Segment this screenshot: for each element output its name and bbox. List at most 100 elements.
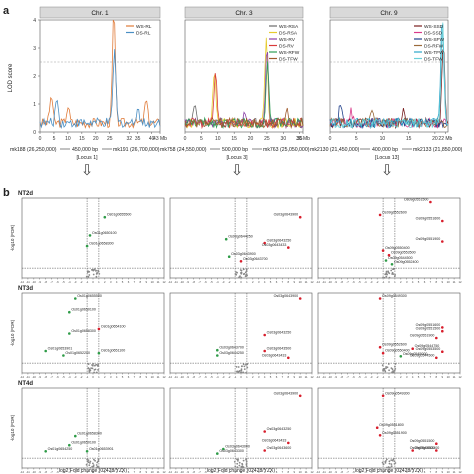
gene-point bbox=[378, 297, 382, 300]
gene-label: Os03g0643250 bbox=[267, 427, 292, 431]
volcano-xtick-label: -10 bbox=[180, 280, 184, 284]
volcano-xtick-label: -1 bbox=[382, 280, 385, 284]
volcano-xtick-label: 2 bbox=[104, 280, 106, 284]
neutral-point bbox=[96, 272, 98, 274]
neutral-point bbox=[97, 369, 99, 371]
volcano-xtick-label: -6 bbox=[204, 375, 207, 379]
volcano-xtick-label: 12 bbox=[458, 470, 462, 474]
volcano-xtick-label: -10 bbox=[180, 470, 184, 474]
volcano-xtick-label: 11 bbox=[453, 375, 456, 379]
qtl-xtick-label: 25 bbox=[264, 136, 270, 142]
volcano-xtick-label: 5 bbox=[270, 280, 272, 284]
volcano-xtick-label: 12 bbox=[162, 375, 166, 379]
qtl-xtick-label: 15 bbox=[406, 136, 412, 142]
gene-label: Os09g0544500 bbox=[410, 446, 435, 450]
gene-point bbox=[263, 241, 267, 245]
gene-point bbox=[287, 441, 290, 445]
neutral-point bbox=[93, 371, 95, 374]
qtl-xtick-label: 0 bbox=[184, 136, 187, 142]
gene-label: Os09g0545000 bbox=[403, 352, 428, 356]
volcano-xtick-label: 8 bbox=[288, 375, 290, 379]
qtl-frame bbox=[329, 19, 449, 133]
neutral-point bbox=[388, 462, 391, 465]
neutral-point bbox=[97, 466, 100, 468]
gene-point bbox=[441, 240, 444, 243]
volcano-xtick-label: 9 bbox=[145, 375, 147, 379]
volcano-xtick-label: 8 bbox=[140, 470, 142, 474]
neutral-point bbox=[384, 273, 387, 276]
neutral-point bbox=[93, 458, 95, 461]
neutral-point bbox=[240, 371, 243, 374]
gene-label: Os09g0549300 bbox=[382, 294, 407, 298]
volcano-xtick-label: -1 bbox=[86, 280, 89, 284]
volcano-xtick-label: 4 bbox=[264, 375, 266, 379]
volcano-xtick-label: -10 bbox=[180, 375, 184, 379]
volcano-xtick-label: -11 bbox=[322, 470, 326, 474]
locus-distance: 500,000 bp bbox=[222, 147, 248, 153]
legend-entry: WS-SFW bbox=[424, 37, 444, 43]
gene-label: Os03g0643300 bbox=[219, 449, 244, 453]
neutral-point bbox=[386, 458, 388, 461]
neutral-point bbox=[392, 268, 395, 270]
neutral-point bbox=[95, 371, 98, 374]
gene-label: Os09g0551900 bbox=[382, 431, 407, 435]
volcano-xtick-label: 4 bbox=[412, 280, 414, 284]
volcano-panel: -12 -11 -10 -9 -8 -7 -6 -5 -4 -3 -2 -1 0 1 2 3 4 5 6 7 8 9 10 1… bbox=[20, 292, 166, 379]
neutral-point bbox=[382, 463, 385, 465]
neutral-point bbox=[240, 269, 243, 272]
volcano-xtick-label: 12 bbox=[310, 280, 314, 284]
legend-entry: DS-SSD bbox=[424, 31, 443, 37]
gene-point bbox=[435, 356, 438, 360]
volcano-xtick-label: -4 bbox=[68, 470, 71, 474]
volcano-xtick-label: -8 bbox=[44, 280, 47, 284]
gene-point bbox=[435, 336, 438, 340]
volcano-plots: NT2d-log10 (FDR)-12 -11 -10 -9 -8 -7 -6 -5 -4 -3-… bbox=[10, 191, 462, 474]
neutral-point bbox=[390, 459, 393, 461]
volcano-xtick-label: -5 bbox=[62, 470, 65, 474]
neutral-point bbox=[238, 370, 241, 373]
gene-label: Os03g0643433 bbox=[262, 438, 287, 442]
volcano-xtick-label: -1 bbox=[86, 470, 89, 474]
volcano-xtick-label: -9 bbox=[39, 375, 42, 379]
gene-label: Os03g0643250 bbox=[267, 239, 292, 243]
qtl-trace-ws-sfw bbox=[329, 104, 449, 130]
volcano-xtick-label: 4 bbox=[412, 375, 414, 379]
gene-point bbox=[411, 347, 415, 351]
gene-label: Os01g0650100 bbox=[92, 231, 117, 235]
qtl-xtick-label: 5 bbox=[53, 136, 56, 142]
neutral-point bbox=[392, 370, 394, 372]
qtl-ylabel: LOD score bbox=[8, 63, 14, 92]
qtl-xtick-label: 35 bbox=[135, 136, 141, 142]
volcano-xtick-label: -5 bbox=[358, 375, 361, 379]
gene-point bbox=[88, 234, 92, 237]
volcano-xtick-label: 5 bbox=[418, 470, 420, 474]
neutral-point bbox=[88, 370, 91, 373]
qtl-ytick-label: 3 bbox=[33, 46, 36, 52]
volcano-xtick-label: 6 bbox=[128, 375, 130, 379]
volcano-xtick-label: -12 bbox=[168, 280, 172, 284]
gene-point bbox=[435, 442, 438, 446]
neutral-point bbox=[96, 461, 99, 464]
neutral-point bbox=[245, 371, 248, 374]
volcano-xtick-label: 4 bbox=[412, 470, 414, 474]
neutral-point bbox=[238, 464, 241, 467]
neutral-point bbox=[95, 467, 98, 469]
gene-label: Os09g0551600 bbox=[416, 323, 441, 327]
neutral-point bbox=[86, 271, 89, 274]
volcano-xtick-label: 12 bbox=[458, 375, 462, 379]
qtl-title-bar bbox=[184, 6, 304, 19]
locus-name: [Locus 1] bbox=[76, 155, 98, 161]
neutral-point bbox=[89, 467, 92, 469]
volcano-xtick-label: 12 bbox=[162, 280, 166, 284]
row-label: NT3d bbox=[18, 286, 33, 292]
volcano-xtick-label: -6 bbox=[204, 280, 207, 284]
volcano-xtick-label: -2 bbox=[228, 375, 231, 379]
volcano-xtick-label: 2 bbox=[400, 280, 402, 284]
gene-point bbox=[97, 351, 101, 355]
neutral-point bbox=[92, 462, 94, 465]
volcano-xtick-label: -10 bbox=[328, 375, 332, 379]
volcano-xtick-label: 9 bbox=[441, 470, 443, 474]
volcano-xtick-label: 11 bbox=[305, 280, 308, 284]
gene-label: Os03g0644250 bbox=[219, 351, 244, 355]
volcano-xtick-label: -11 bbox=[26, 375, 30, 379]
